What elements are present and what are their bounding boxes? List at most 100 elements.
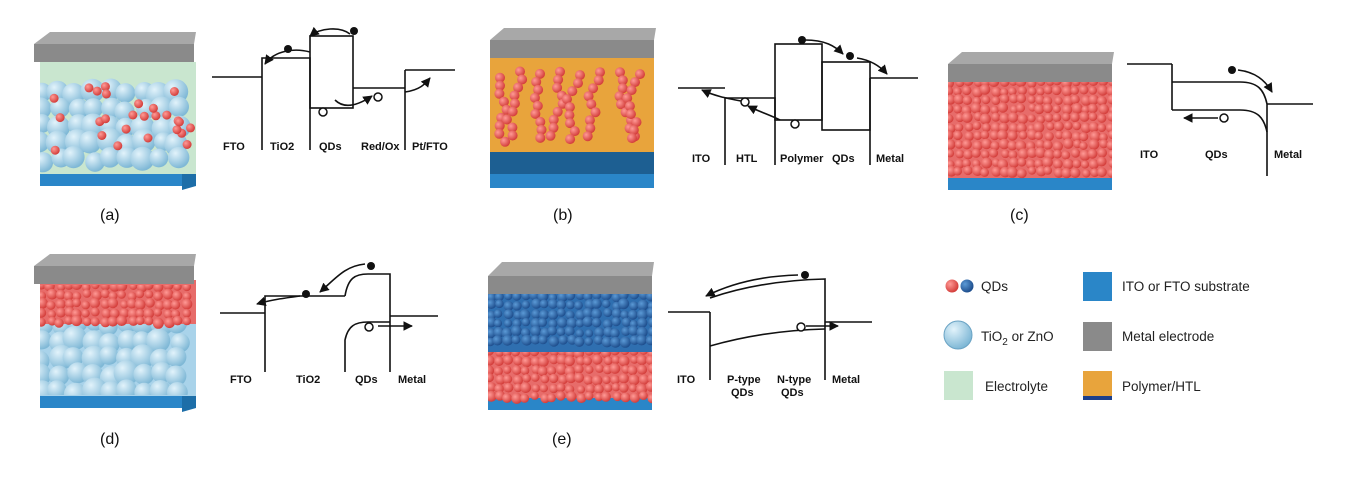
qd-dot — [493, 319, 503, 328]
qd-dot — [647, 363, 652, 374]
qd-dot — [90, 307, 100, 317]
qd-dot — [989, 130, 1000, 141]
qd-dot — [574, 364, 584, 374]
qd-dot — [584, 337, 593, 346]
qd-dot — [1016, 103, 1026, 113]
qd-dot — [609, 363, 621, 374]
qd-dot — [953, 130, 963, 141]
qd-dot — [981, 150, 990, 159]
qd-dot — [1072, 159, 1082, 169]
electron-dot-e — [801, 271, 809, 279]
qd-dot — [575, 319, 585, 328]
tio2-sphere — [63, 382, 88, 395]
label-d-fto: FTO — [230, 374, 252, 386]
qd-dot — [557, 317, 568, 328]
qd-dot — [1042, 157, 1053, 168]
qd-dot — [619, 336, 631, 348]
qd-dot — [46, 300, 56, 310]
qd-dot — [1042, 96, 1053, 106]
metal-electrode-c-top — [948, 52, 1114, 64]
qd-dot — [529, 92, 540, 103]
qd-dot — [143, 133, 153, 143]
qd-dot — [991, 112, 1001, 122]
device-c — [948, 52, 1114, 190]
tio2-sphere — [62, 326, 87, 351]
qd-dot — [619, 383, 629, 393]
qd-dot — [532, 100, 543, 111]
qd-dot — [595, 364, 604, 373]
legend: QDs TiO2 or ZnO Electrolyte ITO or FTO s… — [943, 272, 1250, 400]
qd-dot — [547, 326, 557, 336]
qd-dot — [1071, 103, 1083, 114]
qd-dot — [1008, 123, 1019, 134]
qd-dot — [948, 130, 954, 141]
qd-dot — [520, 366, 530, 376]
qd-dot — [1055, 130, 1064, 140]
qd-dot — [520, 393, 530, 403]
qd-dot — [100, 285, 111, 291]
qd-dot — [1105, 122, 1112, 133]
tio2-sphere — [47, 380, 67, 395]
tio2-sphere — [133, 363, 155, 385]
qd-dot — [1088, 159, 1099, 170]
qd-dot — [495, 80, 505, 91]
qd-dot — [1017, 86, 1027, 96]
qd-dot — [520, 382, 532, 393]
qd-dot — [545, 130, 556, 141]
qd-dot — [494, 292, 504, 302]
qd-dot — [981, 157, 993, 169]
label-d-metal: Metal — [398, 374, 426, 386]
qd-dot — [648, 317, 652, 328]
qd-dot — [627, 365, 638, 376]
qd-dot — [82, 289, 92, 298]
qd-dot — [594, 384, 604, 394]
qd-dot — [531, 384, 541, 393]
legend-qds-label: QDs — [981, 279, 1008, 294]
label-b-polymer: Polymer — [780, 153, 824, 165]
qd-dot — [564, 326, 575, 337]
qd-dot — [81, 300, 90, 310]
qd-dot — [971, 148, 981, 158]
qd-dot — [953, 94, 965, 105]
tio2-sphere — [130, 146, 155, 171]
qd-dot — [1016, 93, 1027, 104]
qd-dot — [144, 290, 154, 299]
qd-dot — [530, 356, 542, 367]
tio2-sphere — [115, 83, 136, 103]
qd-dot — [46, 288, 58, 300]
qd-dot — [100, 289, 110, 299]
qd-dot — [89, 297, 101, 309]
qd-dot — [100, 82, 110, 92]
legend-substrate: ITO or FTO substrate — [1083, 272, 1250, 301]
qd-dot — [1097, 113, 1107, 123]
qd-dot — [503, 319, 513, 328]
qd-dot — [1082, 169, 1091, 178]
qd-dot — [980, 168, 989, 177]
qd-dot — [628, 309, 638, 320]
qd-dot — [511, 335, 521, 345]
legend-qds: QDs — [945, 279, 1008, 294]
qd-dot — [562, 94, 572, 105]
qd-dot — [64, 316, 74, 325]
qd-dot — [164, 317, 175, 329]
qd-dot — [1070, 94, 1080, 104]
qd-dot — [517, 74, 528, 85]
substrate-c — [948, 176, 1112, 190]
qd-dot — [530, 391, 539, 400]
qd-dot — [488, 355, 495, 366]
qd-dot — [611, 355, 621, 365]
label-a-ptfto: Pt/FTO — [412, 141, 448, 153]
qd-dot — [547, 393, 556, 403]
qd-dot — [1088, 139, 1100, 150]
qd-dot — [1007, 140, 1018, 151]
caption-a: (a) — [100, 207, 120, 224]
tio2-sphere — [168, 96, 189, 117]
qd-dot — [576, 356, 586, 366]
qd-dot — [1070, 167, 1081, 178]
qd-dot — [1036, 87, 1045, 96]
qd-dot — [1063, 138, 1074, 149]
qd-dot — [645, 335, 652, 346]
qd-dot — [515, 66, 525, 77]
metal-electrode-d — [34, 266, 194, 284]
qd-dot — [1061, 150, 1071, 160]
